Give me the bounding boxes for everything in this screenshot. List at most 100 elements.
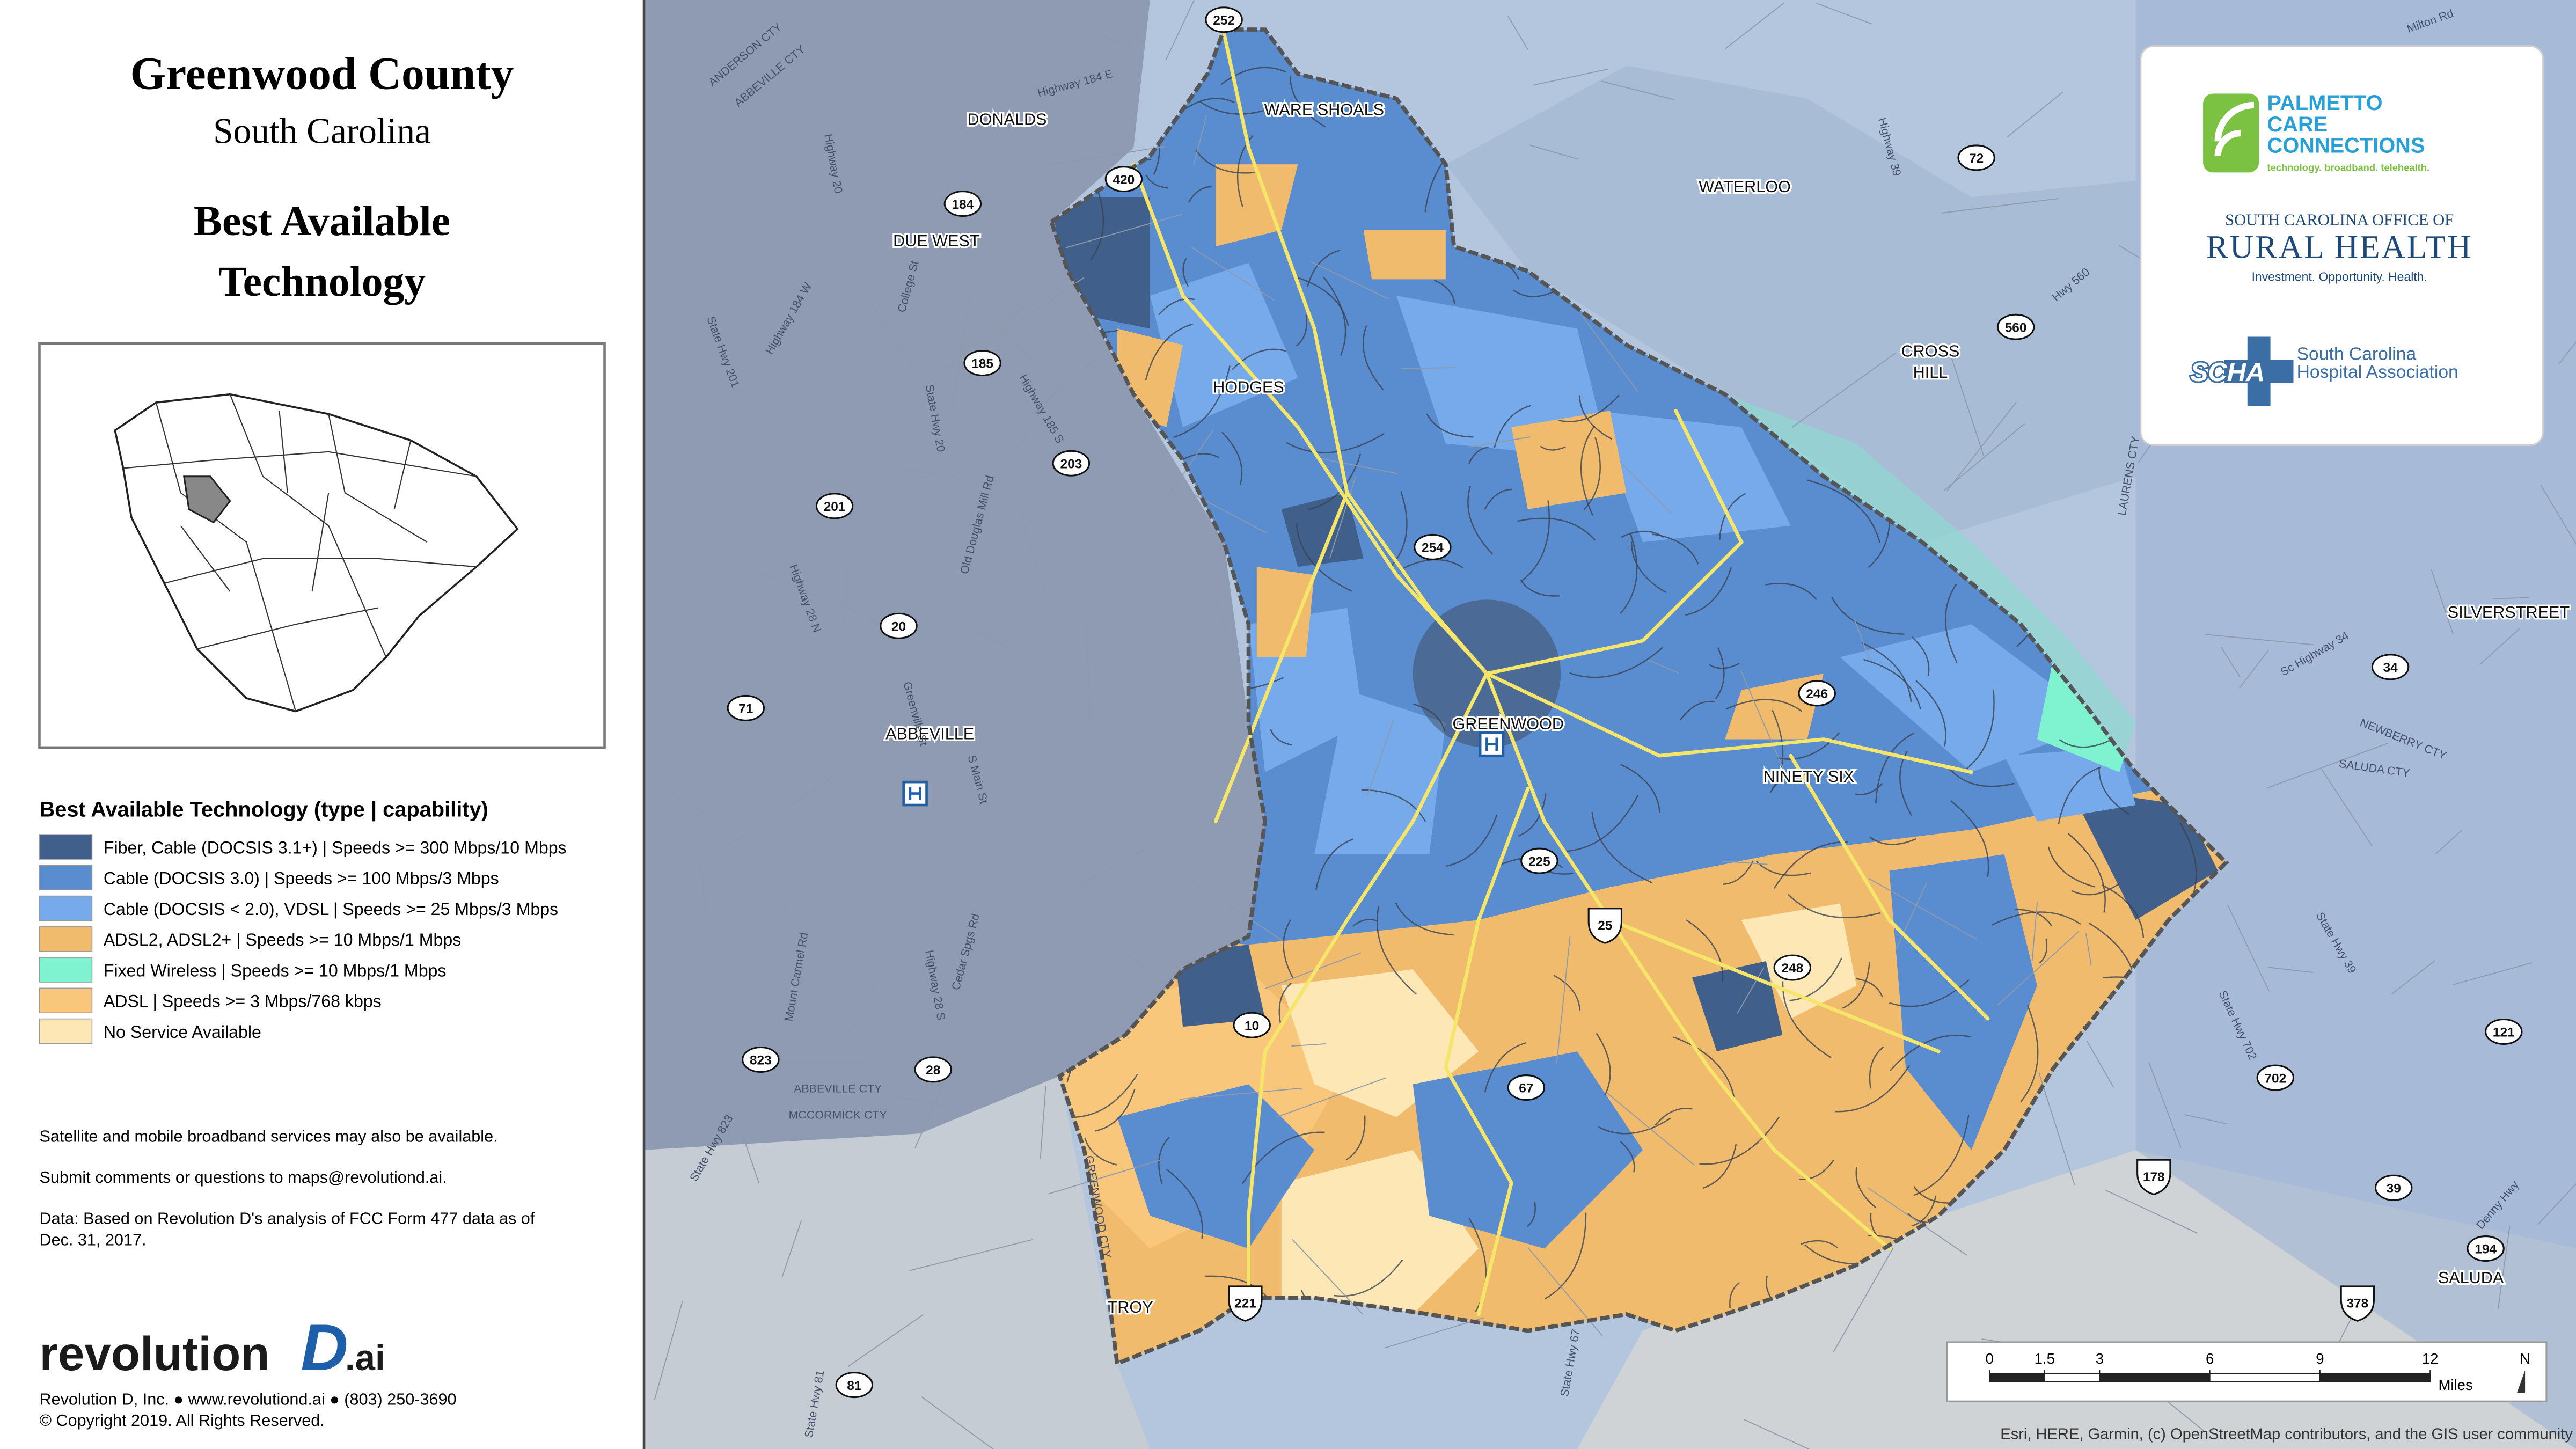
road <box>2038 1072 2075 1185</box>
attribution: Esri, HERE, Garmin, (c) OpenStreetMap co… <box>2000 1426 2573 1443</box>
coverage-area <box>1840 624 2103 772</box>
road <box>1855 1167 1877 1209</box>
route-shield <box>2371 654 2410 680</box>
road <box>1911 636 1930 676</box>
road <box>2105 1189 2198 1234</box>
route-shield <box>1104 166 1143 193</box>
scale-label: 1.5 <box>2035 1350 2055 1367</box>
road <box>1317 457 1397 474</box>
road <box>1283 919 1294 979</box>
place-label: WATERLOO <box>1699 178 1791 196</box>
road <box>1915 680 1946 747</box>
road <box>1068 1073 1138 1118</box>
road <box>1702 1144 1737 1189</box>
highway <box>1789 753 1990 1021</box>
road <box>1484 488 1512 510</box>
road <box>1377 905 1417 995</box>
road <box>1558 394 1620 422</box>
road <box>2007 91 2063 137</box>
road <box>1193 115 1208 165</box>
us-route-shield <box>1587 908 1622 944</box>
road <box>1889 1035 1972 1072</box>
legend-label: Cable (DOCSIS 3.0) | Speeds >= 100 Mbps/… <box>104 869 499 888</box>
route-number: 378 <box>2346 1297 2368 1311</box>
road <box>1307 250 1341 287</box>
road <box>869 302 916 370</box>
road <box>1286 433 1385 453</box>
road <box>2014 909 2053 927</box>
route-shield <box>1052 450 1091 477</box>
road <box>2431 569 2454 634</box>
road <box>2540 485 2576 545</box>
route-shield <box>815 493 854 519</box>
coverage-area <box>2070 788 2218 920</box>
road <box>1329 476 1356 559</box>
road <box>1789 957 1842 1001</box>
road <box>1709 663 1740 669</box>
route-number: 702 <box>2264 1071 2286 1086</box>
road <box>1276 1077 1387 1118</box>
road <box>1095 1089 1136 1132</box>
road <box>1182 98 1235 111</box>
road <box>1484 1042 1527 1093</box>
scale-label: 0 <box>1985 1350 1993 1367</box>
road <box>842 569 848 631</box>
road <box>1723 860 1754 885</box>
legend-swatch <box>39 1018 93 1044</box>
road <box>2391 960 2435 995</box>
road <box>1620 764 1660 813</box>
route-shield <box>1205 6 1243 33</box>
road <box>1391 491 1408 566</box>
road <box>2039 938 2048 964</box>
logo-text: SOUTH CAROLINA OFFICE OF <box>2225 210 2454 229</box>
road <box>1180 1087 1302 1100</box>
road <box>782 884 790 918</box>
us-route-shield <box>2340 1285 2375 1322</box>
road <box>1863 658 1921 710</box>
route-number: 67 <box>1519 1081 1533 1096</box>
road <box>1166 429 1214 500</box>
road <box>1278 982 1292 1024</box>
road <box>1769 709 1784 793</box>
coverage-area <box>1413 1051 1643 1249</box>
road <box>847 1314 924 1367</box>
road <box>1620 462 1672 514</box>
road <box>1652 533 1699 565</box>
road <box>1221 431 1243 485</box>
legend-swatch <box>39 895 93 921</box>
road <box>1296 523 1352 592</box>
copyright: © Copyright 2019. All Rights Reserved. <box>39 1411 324 1430</box>
road <box>1950 800 1989 877</box>
road <box>1725 2 1785 49</box>
scale-unit: Miles <box>2438 1377 2472 1393</box>
road <box>1799 1159 1835 1180</box>
road <box>1084 1137 1118 1166</box>
road <box>1019 509 1046 594</box>
palmetto-logo: PALMETTO CARE CONNECTIONS technology. br… <box>2203 91 2429 173</box>
coverage-area <box>1396 296 1610 460</box>
route-shield <box>2485 1018 2523 1045</box>
route-number: 560 <box>2005 320 2027 335</box>
heading: Best Available <box>194 197 450 245</box>
road <box>1782 981 1832 1058</box>
route-number: 203 <box>1060 457 1082 471</box>
hospital-icon <box>909 787 921 800</box>
legend-label: No Service Available <box>104 1022 261 1042</box>
road <box>1040 1085 1046 1159</box>
road <box>1856 978 1883 998</box>
road <box>1292 1239 1364 1315</box>
inset-map <box>114 393 519 713</box>
road <box>1199 101 1287 115</box>
route-number: 246 <box>1806 687 1828 701</box>
logo-text: PALMETTO <box>2267 91 2382 115</box>
road <box>1737 967 1765 1014</box>
road <box>1744 1419 1810 1449</box>
road <box>1468 447 1489 464</box>
road <box>1569 647 1664 678</box>
road <box>2205 634 2314 646</box>
legend-swatch <box>39 987 93 1014</box>
road <box>1583 436 1601 510</box>
road <box>2067 833 2106 913</box>
road <box>2086 1041 2114 1088</box>
note: Dec. 31, 2017. <box>39 1231 146 1249</box>
